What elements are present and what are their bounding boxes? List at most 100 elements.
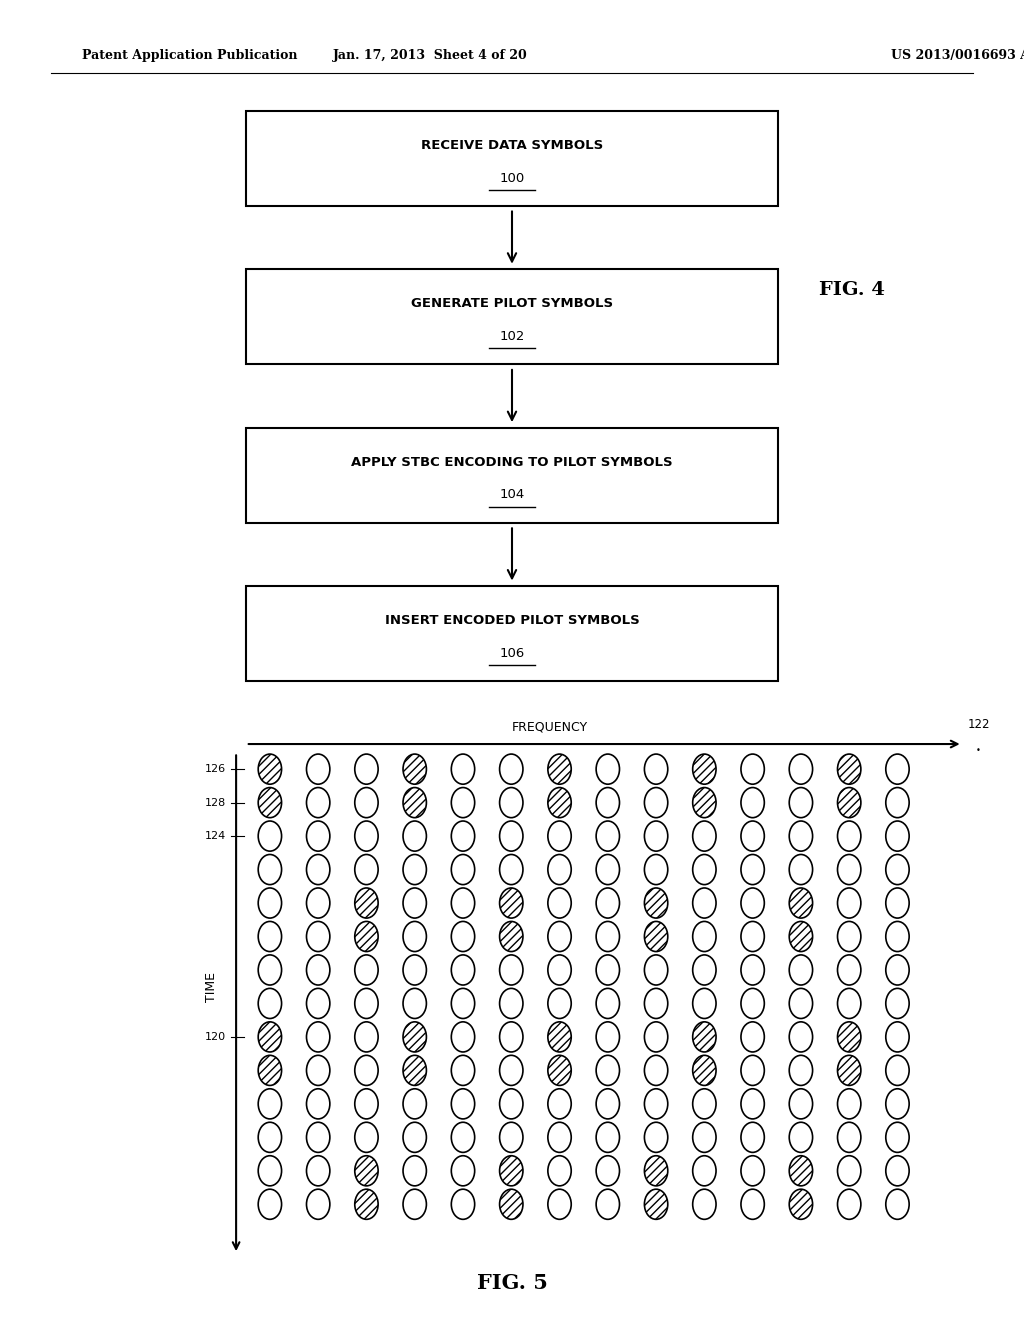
Circle shape bbox=[886, 921, 909, 952]
Circle shape bbox=[644, 1122, 668, 1152]
Circle shape bbox=[838, 1022, 861, 1052]
Circle shape bbox=[838, 788, 861, 817]
Circle shape bbox=[644, 821, 668, 851]
Circle shape bbox=[452, 921, 475, 952]
Circle shape bbox=[452, 989, 475, 1019]
Circle shape bbox=[790, 1156, 813, 1185]
Circle shape bbox=[596, 1055, 620, 1085]
Circle shape bbox=[354, 1189, 378, 1220]
Circle shape bbox=[548, 954, 571, 985]
Text: FREQUENCY: FREQUENCY bbox=[512, 721, 588, 734]
Circle shape bbox=[886, 888, 909, 919]
Circle shape bbox=[741, 821, 764, 851]
Circle shape bbox=[258, 1022, 282, 1052]
Circle shape bbox=[644, 1055, 668, 1085]
Circle shape bbox=[258, 921, 282, 952]
Circle shape bbox=[306, 788, 330, 817]
Circle shape bbox=[692, 1156, 716, 1185]
Circle shape bbox=[354, 854, 378, 884]
Circle shape bbox=[306, 1156, 330, 1185]
Circle shape bbox=[596, 921, 620, 952]
Circle shape bbox=[403, 989, 426, 1019]
Circle shape bbox=[354, 888, 378, 919]
Circle shape bbox=[354, 1089, 378, 1119]
Circle shape bbox=[548, 788, 571, 817]
FancyBboxPatch shape bbox=[246, 428, 778, 523]
Circle shape bbox=[790, 954, 813, 985]
Circle shape bbox=[596, 1156, 620, 1185]
Circle shape bbox=[548, 1189, 571, 1220]
Circle shape bbox=[838, 921, 861, 952]
Text: FIG. 5: FIG. 5 bbox=[476, 1272, 548, 1294]
Circle shape bbox=[644, 754, 668, 784]
Text: 126: 126 bbox=[205, 764, 226, 774]
Circle shape bbox=[548, 989, 571, 1019]
Circle shape bbox=[500, 954, 523, 985]
Circle shape bbox=[838, 954, 861, 985]
Circle shape bbox=[548, 1022, 571, 1052]
Circle shape bbox=[354, 1156, 378, 1185]
Circle shape bbox=[306, 1055, 330, 1085]
Circle shape bbox=[403, 1022, 426, 1052]
Circle shape bbox=[790, 888, 813, 919]
Circle shape bbox=[258, 1089, 282, 1119]
Circle shape bbox=[306, 1022, 330, 1052]
Circle shape bbox=[403, 1055, 426, 1085]
Circle shape bbox=[886, 1022, 909, 1052]
Circle shape bbox=[306, 1122, 330, 1152]
Circle shape bbox=[886, 1055, 909, 1085]
Text: FIG. 4: FIG. 4 bbox=[819, 281, 885, 300]
Circle shape bbox=[886, 1156, 909, 1185]
Circle shape bbox=[500, 1055, 523, 1085]
Circle shape bbox=[838, 854, 861, 884]
Circle shape bbox=[403, 821, 426, 851]
Circle shape bbox=[692, 754, 716, 784]
Text: RECEIVE DATA SYMBOLS: RECEIVE DATA SYMBOLS bbox=[421, 139, 603, 152]
Circle shape bbox=[500, 1022, 523, 1052]
Circle shape bbox=[258, 754, 282, 784]
Circle shape bbox=[790, 1022, 813, 1052]
Circle shape bbox=[838, 1189, 861, 1220]
Circle shape bbox=[644, 921, 668, 952]
Circle shape bbox=[500, 788, 523, 817]
Circle shape bbox=[452, 1122, 475, 1152]
Circle shape bbox=[354, 754, 378, 784]
Circle shape bbox=[354, 921, 378, 952]
Text: 102: 102 bbox=[500, 330, 524, 343]
Circle shape bbox=[548, 821, 571, 851]
Circle shape bbox=[452, 1156, 475, 1185]
Circle shape bbox=[596, 1089, 620, 1119]
Circle shape bbox=[306, 888, 330, 919]
Circle shape bbox=[790, 854, 813, 884]
Circle shape bbox=[548, 1122, 571, 1152]
Circle shape bbox=[258, 821, 282, 851]
Circle shape bbox=[886, 1189, 909, 1220]
Circle shape bbox=[452, 788, 475, 817]
Circle shape bbox=[354, 788, 378, 817]
Circle shape bbox=[452, 854, 475, 884]
Circle shape bbox=[741, 989, 764, 1019]
Circle shape bbox=[548, 1055, 571, 1085]
Circle shape bbox=[644, 1156, 668, 1185]
Circle shape bbox=[258, 1156, 282, 1185]
Circle shape bbox=[790, 921, 813, 952]
Circle shape bbox=[354, 821, 378, 851]
Circle shape bbox=[306, 1189, 330, 1220]
Circle shape bbox=[692, 1055, 716, 1085]
Circle shape bbox=[452, 821, 475, 851]
Circle shape bbox=[354, 954, 378, 985]
Text: 104: 104 bbox=[500, 488, 524, 502]
Circle shape bbox=[452, 1089, 475, 1119]
Circle shape bbox=[306, 921, 330, 952]
Text: Jan. 17, 2013  Sheet 4 of 20: Jan. 17, 2013 Sheet 4 of 20 bbox=[333, 49, 527, 62]
Circle shape bbox=[741, 854, 764, 884]
Circle shape bbox=[403, 754, 426, 784]
Circle shape bbox=[500, 821, 523, 851]
Circle shape bbox=[403, 1156, 426, 1185]
Circle shape bbox=[741, 1055, 764, 1085]
Circle shape bbox=[790, 1122, 813, 1152]
Circle shape bbox=[741, 954, 764, 985]
Circle shape bbox=[692, 1189, 716, 1220]
Circle shape bbox=[838, 1089, 861, 1119]
Circle shape bbox=[790, 1089, 813, 1119]
